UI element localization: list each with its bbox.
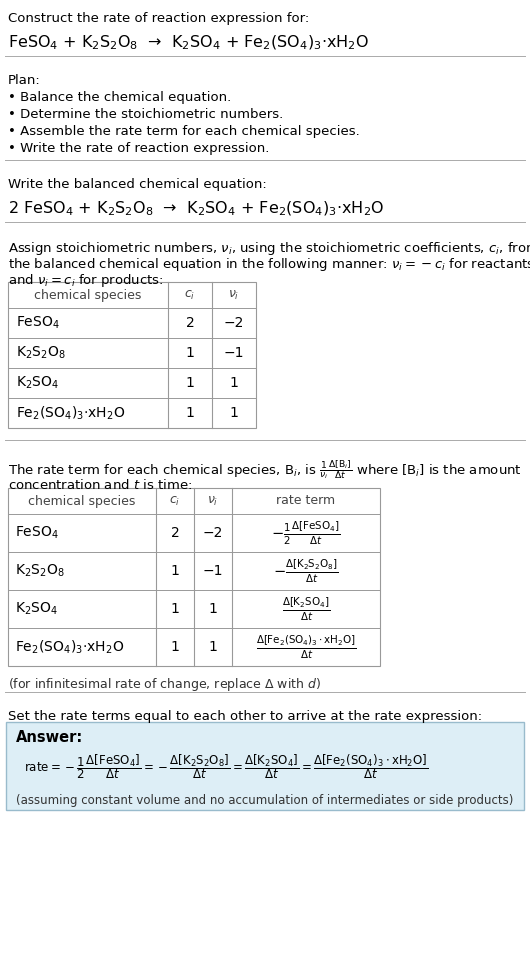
Text: 2: 2 (171, 526, 179, 540)
Text: 2 FeSO$_4$ + K$_2$S$_2$O$_8$  →  K$_2$SO$_4$ + Fe$_2$(SO$_4$)$_3$·xH$_2$O: 2 FeSO$_4$ + K$_2$S$_2$O$_8$ → K$_2$SO$_… (8, 200, 384, 219)
Text: FeSO$_4$: FeSO$_4$ (16, 315, 60, 331)
Text: −1: −1 (203, 564, 223, 578)
Text: Fe$_2$(SO$_4$)$_3$·xH$_2$O: Fe$_2$(SO$_4$)$_3$·xH$_2$O (15, 638, 124, 656)
Text: and $\nu_i = c_i$ for products:: and $\nu_i = c_i$ for products: (8, 272, 164, 289)
Text: K$_2$S$_2$O$_8$: K$_2$S$_2$O$_8$ (15, 563, 65, 579)
Text: 1: 1 (186, 346, 195, 360)
Text: $-\frac{1}{2}\frac{\Delta[\mathrm{FeSO_4}]}{\Delta t}$: $-\frac{1}{2}\frac{\Delta[\mathrm{FeSO_4… (271, 519, 341, 547)
Text: $\nu_i$: $\nu_i$ (228, 288, 240, 302)
Text: $\mathrm{rate} = -\dfrac{1}{2}\dfrac{\Delta[\mathrm{FeSO_4}]}{\Delta t} = -\dfra: $\mathrm{rate} = -\dfrac{1}{2}\dfrac{\De… (24, 752, 428, 781)
Text: rate term: rate term (277, 495, 335, 508)
Text: K$_2$SO$_4$: K$_2$SO$_4$ (15, 601, 58, 617)
Text: (assuming constant volume and no accumulation of intermediates or side products): (assuming constant volume and no accumul… (16, 794, 514, 807)
Text: • Determine the stoichiometric numbers.: • Determine the stoichiometric numbers. (8, 108, 283, 121)
Text: Answer:: Answer: (16, 730, 83, 745)
Text: $\frac{\Delta[\mathrm{Fe_2(SO_4)_3\cdot xH_2O}]}{\Delta t}$: $\frac{\Delta[\mathrm{Fe_2(SO_4)_3\cdot … (255, 633, 356, 661)
Text: the balanced chemical equation in the following manner: $\nu_i = -c_i$ for react: the balanced chemical equation in the fo… (8, 256, 530, 273)
Text: • Assemble the rate term for each chemical species.: • Assemble the rate term for each chemic… (8, 125, 360, 138)
Text: Plan:: Plan: (8, 74, 41, 87)
Text: chemical species: chemical species (28, 495, 136, 508)
Text: $\nu_i$: $\nu_i$ (207, 495, 219, 508)
Text: 1: 1 (171, 640, 180, 654)
Text: −2: −2 (203, 526, 223, 540)
Text: • Write the rate of reaction expression.: • Write the rate of reaction expression. (8, 142, 269, 155)
Text: 2: 2 (186, 316, 195, 330)
Text: 1: 1 (171, 602, 180, 616)
Text: Fe$_2$(SO$_4$)$_3$·xH$_2$O: Fe$_2$(SO$_4$)$_3$·xH$_2$O (16, 405, 125, 421)
Bar (8, 488, 380, 666)
Text: 1: 1 (186, 376, 195, 390)
Text: Set the rate terms equal to each other to arrive at the rate expression:: Set the rate terms equal to each other t… (8, 710, 482, 723)
Text: chemical species: chemical species (34, 288, 142, 302)
Text: FeSO$_4$: FeSO$_4$ (15, 525, 59, 541)
Text: 1: 1 (229, 376, 239, 390)
Text: Write the balanced chemical equation:: Write the balanced chemical equation: (8, 178, 267, 191)
Text: 1: 1 (209, 602, 217, 616)
Text: Assign stoichiometric numbers, $\nu_i$, using the stoichiometric coefficients, $: Assign stoichiometric numbers, $\nu_i$, … (8, 240, 530, 257)
Text: $c_i$: $c_i$ (184, 288, 196, 302)
Text: 1: 1 (209, 640, 217, 654)
Text: The rate term for each chemical species, B$_i$, is $\frac{1}{\nu_i}\frac{\Delta[: The rate term for each chemical species,… (8, 458, 522, 481)
Text: $-\frac{\Delta[\mathrm{K_2S_2O_8}]}{\Delta t}$: $-\frac{\Delta[\mathrm{K_2S_2O_8}]}{\Del… (273, 558, 339, 585)
FancyBboxPatch shape (6, 722, 524, 810)
Text: K$_2$S$_2$O$_8$: K$_2$S$_2$O$_8$ (16, 345, 66, 362)
Text: (for infinitesimal rate of change, replace Δ with $d$): (for infinitesimal rate of change, repla… (8, 676, 321, 693)
Text: $\frac{\Delta[\mathrm{K_2SO_4}]}{\Delta t}$: $\frac{\Delta[\mathrm{K_2SO_4}]}{\Delta … (282, 595, 330, 622)
Text: −2: −2 (224, 316, 244, 330)
Text: $c_i$: $c_i$ (170, 495, 181, 508)
Text: K$_2$SO$_4$: K$_2$SO$_4$ (16, 374, 59, 391)
Bar (8, 282, 256, 428)
Text: • Balance the chemical equation.: • Balance the chemical equation. (8, 91, 231, 104)
Text: FeSO$_4$ + K$_2$S$_2$O$_8$  →  K$_2$SO$_4$ + Fe$_2$(SO$_4$)$_3$·xH$_2$O: FeSO$_4$ + K$_2$S$_2$O$_8$ → K$_2$SO$_4$… (8, 34, 369, 52)
Text: 1: 1 (171, 564, 180, 578)
Text: 1: 1 (186, 406, 195, 420)
Text: concentration and $t$ is time:: concentration and $t$ is time: (8, 478, 192, 492)
Text: Construct the rate of reaction expression for:: Construct the rate of reaction expressio… (8, 12, 309, 25)
Text: −1: −1 (224, 346, 244, 360)
Text: 1: 1 (229, 406, 239, 420)
